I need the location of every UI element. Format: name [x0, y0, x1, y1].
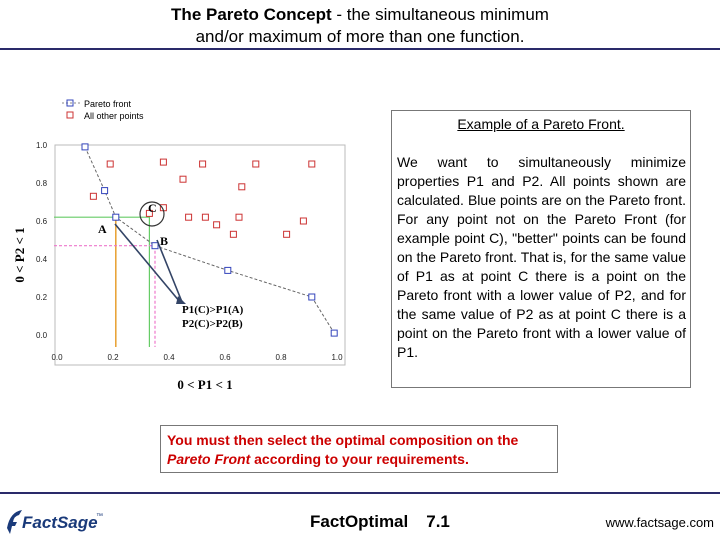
arrow-from-b — [156, 239, 183, 303]
footer-website: www.factsage.com — [605, 515, 714, 530]
arrow-from-a — [114, 223, 181, 303]
x-tick-label: 0.6 — [219, 353, 231, 362]
other-point — [199, 160, 207, 168]
pareto-chart: 0.0 0.2 0.4 0.6 0.8 1.0 0.0 0.2 0.4 0.6 0.8 1.0 Pa… — [12, 99, 346, 390]
explanation-body: We want to simultaneously minimize prope… — [397, 154, 686, 360]
label-c: C — [148, 201, 157, 215]
data-markers — [81, 143, 338, 337]
x-tick-label: 1.0 — [331, 353, 343, 362]
legend-label-other: All other points — [84, 111, 144, 121]
pareto-front-point — [151, 242, 159, 250]
title-rest: - the simultaneous minimum — [331, 5, 549, 24]
footer-version: 7.1 — [426, 512, 450, 531]
x-axis-label: 0 < P1 < 1 — [177, 377, 232, 390]
legend-marker-front — [66, 99, 74, 107]
other-point — [238, 183, 246, 191]
arrowhead — [176, 296, 186, 304]
factsage-logo: FactSage ™ — [7, 510, 103, 534]
pareto-front-point — [101, 187, 109, 195]
label-a: A — [98, 222, 107, 236]
chart-legend: Pareto front All other points — [62, 99, 144, 121]
other-point — [308, 160, 316, 168]
title-line2: and/or maximum of more than one function… — [195, 27, 525, 46]
pareto-front-point — [81, 143, 89, 151]
callout-part1: You must then select the optimal composi… — [167, 432, 519, 448]
pareto-front-point — [308, 293, 316, 301]
other-point — [213, 221, 221, 229]
other-point — [201, 213, 209, 221]
pareto-front-point — [112, 213, 120, 221]
y-tick-labels: 0.0 0.2 0.4 0.6 0.8 1.0 — [36, 141, 48, 340]
x-tick-label: 0.2 — [107, 353, 119, 362]
callout-italic: Pareto Front — [167, 451, 251, 467]
pareto-front-point — [224, 266, 232, 274]
guide-lines — [54, 213, 156, 347]
y-tick-label: 0.8 — [36, 179, 48, 188]
x-tick-labels: 0.0 0.2 0.4 0.6 0.8 1.0 — [51, 353, 343, 362]
explanation-heading: Example of a Pareto Front. — [457, 116, 625, 132]
explanation-box: Example of a Pareto Front. We want to si… — [391, 110, 691, 388]
other-point — [179, 175, 187, 183]
logo-mark-icon — [7, 510, 22, 534]
annotations: C A B P1(C)>P1(A) P2(C)>P2(B) — [98, 201, 244, 330]
footer-divider — [0, 492, 720, 494]
other-point — [159, 158, 167, 166]
y-axis-label: 0 < P2 < 1 — [12, 227, 27, 282]
footer-product-name: FactOptimal — [310, 512, 409, 531]
y-tick-label: 1.0 — [36, 141, 48, 150]
title-bold: The Pareto Concept — [171, 5, 332, 24]
x-tick-label: 0.4 — [163, 353, 175, 362]
other-point — [145, 209, 153, 217]
callout-part2: according to your requirements. — [250, 451, 469, 467]
other-point — [89, 192, 97, 200]
title-divider — [0, 48, 720, 50]
other-point — [229, 230, 237, 238]
logo-tm: ™ — [96, 513, 103, 520]
requirement-callout: You must then select the optimal composi… — [160, 425, 558, 473]
other-point — [106, 160, 114, 168]
pareto-front-point — [330, 329, 338, 337]
x-tick-label: 0.0 — [51, 353, 63, 362]
x-tick-label: 0.8 — [275, 353, 287, 362]
other-point — [235, 213, 243, 221]
annotation-line1: P1(C)>P1(A) — [182, 304, 244, 316]
circle-c — [139, 201, 165, 227]
y-tick-label: 0.0 — [36, 331, 48, 340]
logo-text: FactSage — [22, 513, 98, 532]
y-tick-label: 0.4 — [36, 255, 48, 264]
page-title: The Pareto Concept - the simultaneous mi… — [0, 4, 720, 48]
label-b: B — [160, 234, 168, 248]
plot-frame — [54, 144, 346, 366]
legend-marker-other — [66, 111, 74, 119]
footer-product: FactOptimal 7.1 — [310, 512, 450, 532]
y-tick-label: 0.6 — [36, 217, 48, 226]
annotation-line2: P2(C)>P2(B) — [182, 318, 243, 330]
other-point — [299, 217, 307, 225]
other-point — [252, 160, 260, 168]
other-point — [185, 213, 193, 221]
legend-label-front: Pareto front — [84, 99, 132, 109]
y-tick-label: 0.2 — [36, 293, 48, 302]
other-point — [283, 230, 291, 238]
